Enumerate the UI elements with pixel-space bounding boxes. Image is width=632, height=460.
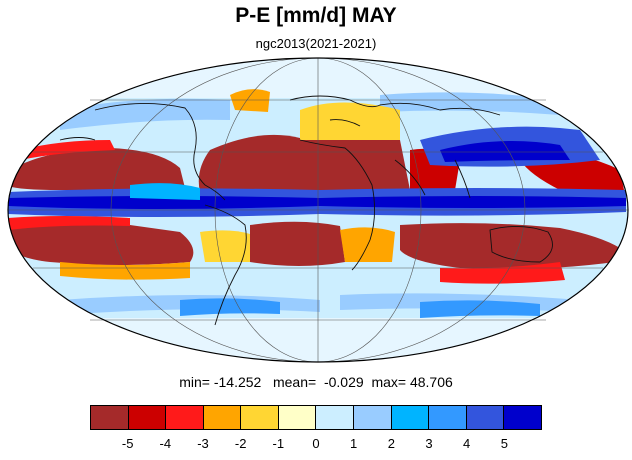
colorbar-swatch [278,406,317,429]
colorbar-tick-label: 4 [463,436,471,451]
colorbar-swatch [203,406,242,429]
min-label: min= [179,374,210,390]
colorbar-tick-label: -5 [121,436,134,451]
colorbar-tick-label: 5 [500,436,508,451]
colorbar-swatch [166,406,204,429]
globe-outline [7,57,629,363]
coastlines [59,95,553,326]
colorbar-swatch [354,406,392,429]
colorbar-swatch [466,406,505,429]
colorbar-tick-label: 1 [350,436,358,451]
colorbar-tick-label: -3 [197,436,209,451]
colorbar-swatch [316,406,355,429]
plot-title: P-E [mm/d] MAY [235,4,397,27]
colorbar-swatch [128,406,167,429]
colorbar-labels: -5 -4 -3 -2 -1 0 1 2 3 4 5 [90,436,542,454]
colorbar-swatch [504,406,541,429]
colorbar-tick-label: 3 [425,436,433,451]
colorbar-swatch [429,406,467,429]
colorbar-swatch [241,406,279,429]
max-label: max= [371,374,407,390]
field-statistics: min= -14.252 mean= -0.029 max= 48.706 [0,374,632,390]
colorbar-tick-label: -2 [234,436,247,451]
colorbar-tick-label: 2 [387,436,395,451]
max-value: 48.706 [409,374,453,390]
min-value: -14.252 [213,374,262,390]
colorbar-tick-label: -1 [272,436,285,451]
colorbar-tick-label: 0 [312,436,320,451]
colorbar-swatch [91,406,129,429]
plot-subtitle: ngc2013(2021-2021) [255,36,377,51]
colorbar-swatch [391,406,430,429]
colorbar [90,405,542,430]
colorbar-tick-label: -4 [159,436,172,451]
mean-label: mean= [272,374,317,390]
world-map [7,57,629,363]
mean-value: -0.029 [323,374,364,390]
